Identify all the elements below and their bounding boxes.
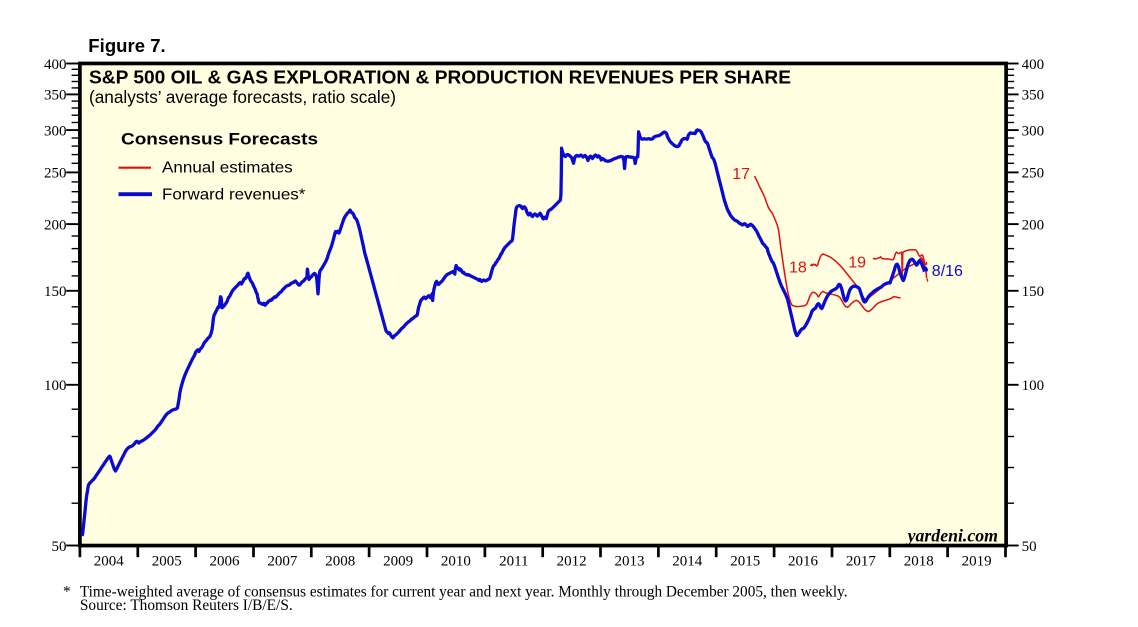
svg-text:2011: 2011 — [499, 554, 528, 570]
svg-text:300: 300 — [1022, 123, 1045, 139]
svg-text:2005: 2005 — [152, 554, 182, 570]
svg-text:50: 50 — [1022, 539, 1037, 555]
svg-text:150: 150 — [1022, 284, 1045, 300]
svg-text:2015: 2015 — [730, 554, 760, 570]
svg-text:150: 150 — [44, 284, 67, 300]
svg-text:(analysts’ average forecasts,: (analysts’ average forecasts, ratio scal… — [89, 87, 396, 107]
svg-text:Source: Thomson Reuters I/B/E/: Source: Thomson Reuters I/B/E/S. — [80, 597, 293, 614]
svg-text:2007: 2007 — [267, 554, 298, 570]
svg-text:250: 250 — [44, 166, 67, 182]
svg-text:100: 100 — [1022, 378, 1045, 394]
svg-text:100: 100 — [44, 378, 67, 394]
svg-text:2017: 2017 — [846, 554, 877, 570]
svg-text:400: 400 — [1022, 57, 1045, 73]
svg-text:2006: 2006 — [210, 554, 241, 570]
svg-text:2014: 2014 — [672, 554, 703, 570]
svg-text:yardeni.com: yardeni.com — [906, 526, 998, 546]
svg-text:250: 250 — [1022, 166, 1045, 182]
svg-text:200: 200 — [1022, 217, 1045, 233]
svg-text:19: 19 — [848, 254, 866, 271]
svg-text:2016: 2016 — [788, 554, 819, 570]
svg-text:350: 350 — [44, 88, 67, 104]
svg-text:Forward revenues*: Forward revenues* — [162, 187, 305, 204]
svg-text:8/16: 8/16 — [932, 263, 963, 280]
svg-text:50: 50 — [52, 539, 67, 555]
svg-text:17: 17 — [732, 166, 750, 183]
svg-text:2012: 2012 — [557, 554, 587, 570]
svg-text:350: 350 — [1022, 88, 1045, 104]
svg-text:2018: 2018 — [904, 554, 934, 570]
svg-text:300: 300 — [44, 123, 67, 139]
svg-text:18: 18 — [789, 260, 807, 277]
svg-text:Figure 7.: Figure 7. — [88, 35, 165, 56]
svg-text:Consensus Forecasts: Consensus Forecasts — [121, 131, 318, 149]
svg-text:2010: 2010 — [441, 554, 471, 570]
svg-text:200: 200 — [44, 217, 67, 233]
svg-text:Annual estimates: Annual estimates — [162, 160, 293, 177]
svg-text:Time-weighted average of conse: Time-weighted average of consensus estim… — [80, 583, 848, 600]
svg-text:2009: 2009 — [383, 554, 413, 570]
svg-text:2019: 2019 — [962, 554, 992, 570]
svg-text:400: 400 — [44, 57, 67, 73]
svg-text:2004: 2004 — [94, 554, 125, 570]
svg-text:2008: 2008 — [325, 554, 355, 570]
svg-text:2013: 2013 — [615, 554, 645, 570]
svg-text:*: * — [63, 583, 71, 600]
svg-text:S&P 500 OIL & GAS EXPLORATION: S&P 500 OIL & GAS EXPLORATION & PRODUCTI… — [89, 67, 791, 88]
